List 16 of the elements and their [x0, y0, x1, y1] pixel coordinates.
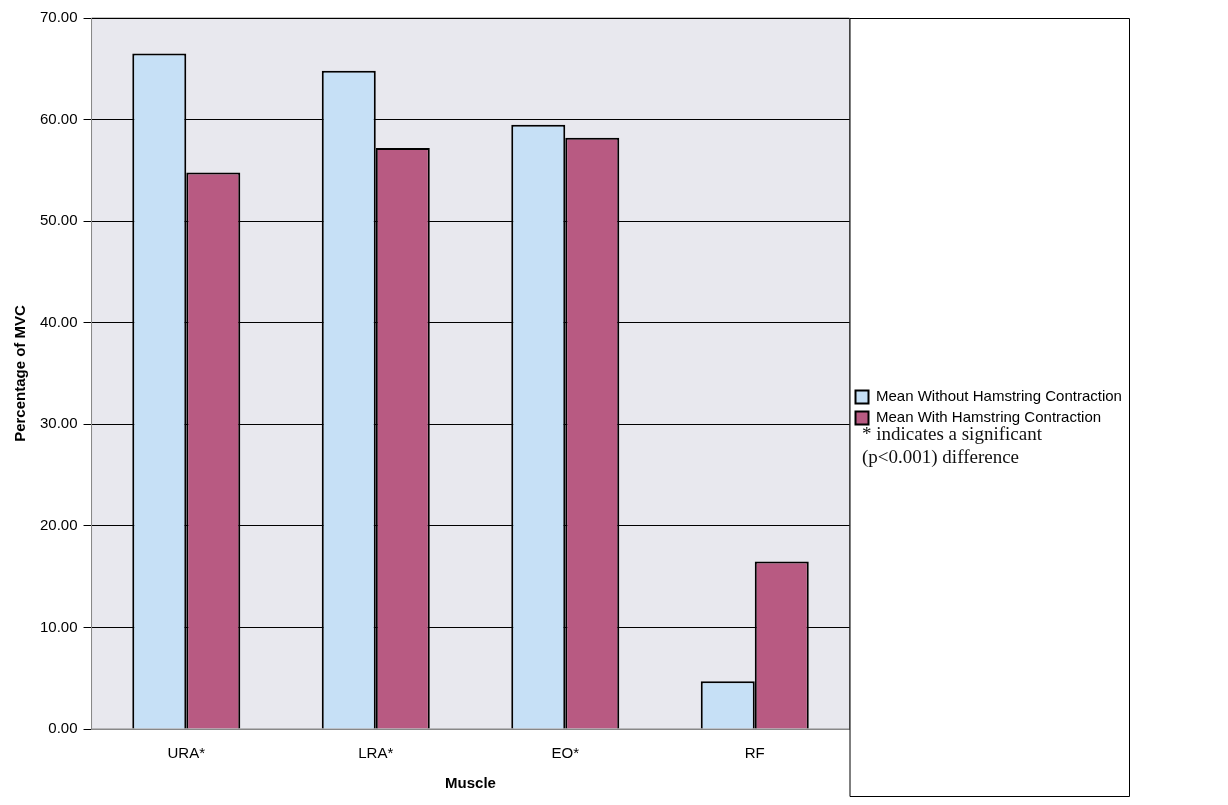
y-tick-label: 20.00	[39, 516, 78, 533]
x-axis-title: Muscle	[445, 774, 496, 792]
y-tick-label: 40.00	[39, 312, 78, 330]
y-tick-label: 10.00	[39, 617, 78, 635]
y-tick-label: 70.00	[39, 8, 78, 26]
legend-label: Mean Without Hamstring Contraction	[876, 387, 1122, 405]
x-tick-label: EO*	[551, 744, 580, 762]
y-tick-label: 60.00	[39, 109, 78, 127]
x-tick-label: LRA*	[358, 744, 394, 762]
x-tick-label: URA*	[167, 744, 206, 762]
y-tick-label: 0.00	[48, 719, 78, 737]
y-axis-title: Percentage of MVC	[11, 304, 29, 442]
y-tick-label: 50.00	[39, 211, 78, 229]
legend-label: Mean With Hamstring Contraction	[876, 408, 1102, 426]
x-tick-label: RF	[744, 744, 765, 762]
y-tick-label: 30.00	[39, 414, 78, 432]
